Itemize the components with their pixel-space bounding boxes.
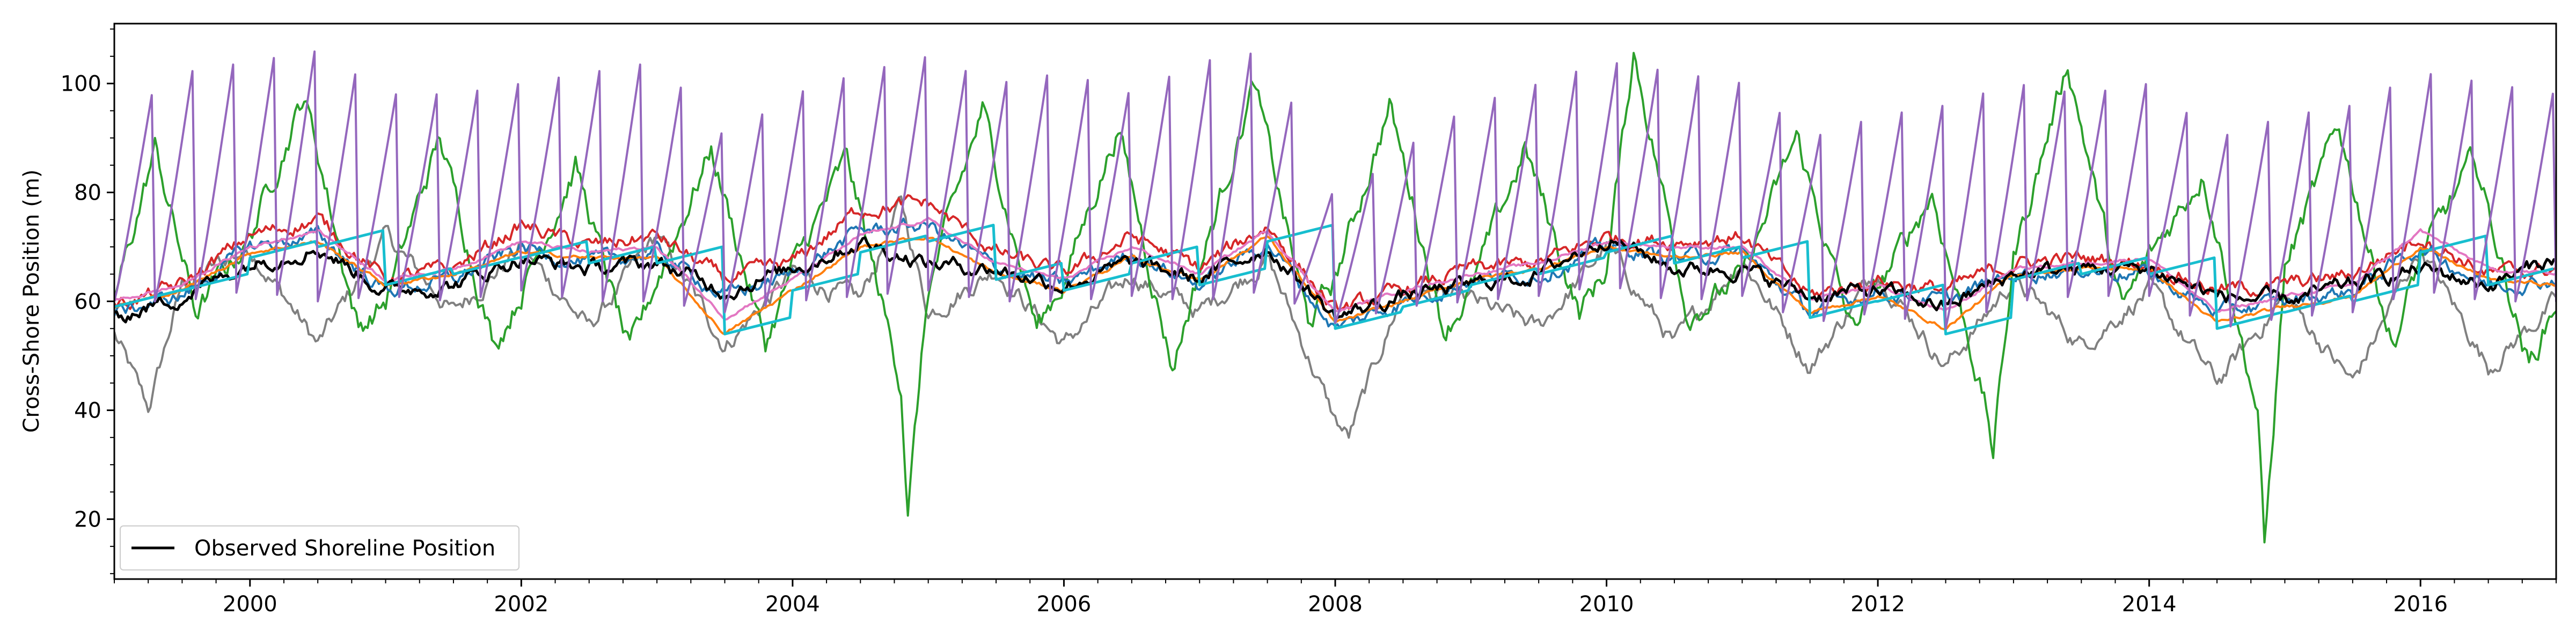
y-tick-label: 60 [74, 290, 101, 314]
x-tick-label: 2006 [1037, 592, 1092, 617]
x-tick-label: 2002 [494, 592, 548, 617]
x-tick-label: 2012 [1850, 592, 1905, 617]
x-tick-label: 2000 [223, 592, 277, 617]
legend-box [120, 525, 519, 570]
legend-label-observed: Observed Shoreline Position [194, 536, 495, 561]
x-tick-label: 2010 [1579, 592, 1634, 617]
y-axis: 20 40 60 80 100 [61, 28, 114, 574]
y-tick-label: 100 [61, 72, 101, 97]
y-tick-label: 20 [74, 507, 101, 532]
legend: Observed Shoreline Position [120, 525, 519, 570]
x-tick-label: 2016 [2393, 592, 2448, 617]
y-tick-label: 40 [74, 398, 101, 423]
x-tick-label: 2008 [1308, 592, 1363, 617]
series-layer [114, 50, 2556, 544]
x-tick-label: 2004 [765, 592, 820, 617]
x-tick-label: 2014 [2122, 592, 2177, 617]
x-axis: 2000 2002 2004 2006 2008 2010 2012 2014 2016 [114, 579, 2557, 617]
series-line-8 [114, 50, 2556, 330]
y-axis-label: Cross-Shore Position (m) [19, 170, 44, 433]
y-tick-label: 80 [74, 181, 101, 206]
